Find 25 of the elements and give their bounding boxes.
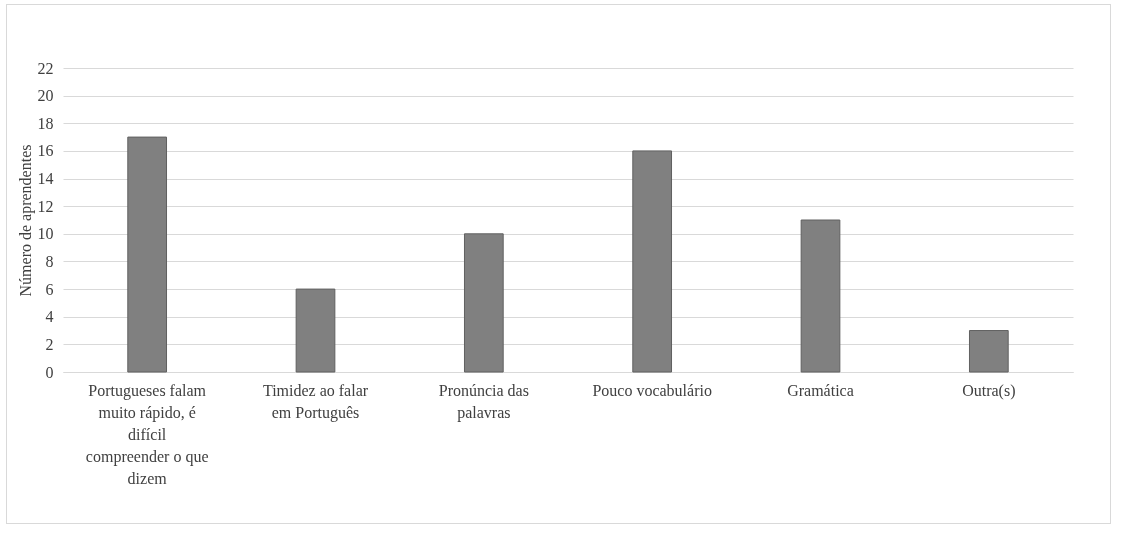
y-tick-label: 10 xyxy=(37,225,54,243)
x-tick-label: Portugueses falam muito rápido, é difícil compreender o que dizem xyxy=(85,381,209,487)
bar xyxy=(632,150,673,373)
x-tick-label: Gramática xyxy=(787,381,854,399)
y-tick-label: 12 xyxy=(37,197,54,215)
y-tick-label: 20 xyxy=(37,87,54,105)
y-tick-label: 22 xyxy=(37,59,54,77)
y-tick-label: 18 xyxy=(37,114,54,132)
x-tick-label: Pronúncia das palavras xyxy=(438,381,529,422)
y-tick-label: 16 xyxy=(37,142,54,160)
x-tick-label: Outra(s) xyxy=(962,381,1016,400)
y-tick-label: 6 xyxy=(45,280,54,298)
bar xyxy=(968,330,1009,373)
bar xyxy=(295,288,336,373)
x-tick-label: Pouco vocabulário xyxy=(592,381,712,399)
y-tick-label: 2 xyxy=(45,335,54,353)
y-tick-label: 14 xyxy=(37,170,54,188)
bar xyxy=(127,136,168,373)
y-axis-title: Número de aprendentes xyxy=(16,144,35,297)
y-tick-label: 4 xyxy=(45,308,54,326)
y-tick-label: 8 xyxy=(45,252,54,270)
bar xyxy=(800,219,841,373)
y-tick-label: 0 xyxy=(45,363,54,381)
bar xyxy=(463,233,504,373)
x-tick-label: Timidez ao falar em Português xyxy=(262,381,369,422)
